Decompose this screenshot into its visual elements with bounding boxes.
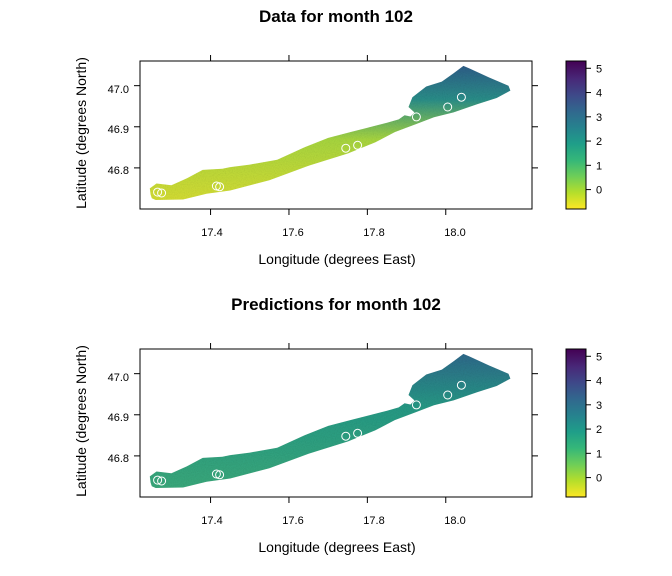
colorbar-ramp — [565, 60, 587, 210]
station-marker — [456, 380, 466, 390]
y-tick-label: 46.8 — [108, 453, 129, 465]
y-tick-label: 46.9 — [108, 412, 129, 424]
station-marker — [341, 431, 351, 441]
station-marker — [153, 187, 163, 197]
station-markers — [153, 380, 466, 486]
y-tick-label: 47.0 — [108, 372, 129, 384]
station-marker — [215, 182, 225, 192]
station-marker — [456, 92, 466, 102]
chart-title: Data for month 102 — [259, 7, 413, 26]
x-tick-label: 18.0 — [444, 227, 465, 239]
station-marker — [443, 390, 453, 400]
station-marker — [157, 476, 167, 486]
station-marker — [211, 469, 221, 479]
colorbar: 0 1 2 3 4 5 — [565, 60, 602, 210]
y-tick-label: 46.9 — [108, 124, 129, 136]
x-tick-label: 17.8 — [363, 515, 384, 527]
colorbar-tick-label: 1 — [596, 160, 602, 172]
station-marker — [341, 143, 351, 153]
station-marker — [153, 475, 163, 485]
station-marker — [157, 188, 167, 198]
colorbar-ticks: 0 1 2 3 4 5 — [586, 63, 602, 197]
lake-surface — [149, 353, 511, 488]
y-tick-label: 46.8 — [108, 165, 129, 177]
y-axis-label: Latitude (degrees North) — [73, 345, 89, 497]
x-tick-label: 18.0 — [444, 515, 465, 527]
station-marker — [211, 181, 221, 191]
colorbar-tick-label: 2 — [596, 136, 602, 148]
lake-heatmap — [149, 353, 511, 488]
colorbar-ramp — [565, 348, 587, 498]
colorbar-tick-label: 0 — [596, 185, 602, 197]
colorbar-tick-label: 1 — [596, 448, 602, 460]
x-tick-label: 17.4 — [201, 227, 222, 239]
station-marker — [353, 140, 363, 150]
y-tick-label: 47.0 — [108, 84, 129, 96]
colorbar-tick-label: 2 — [596, 424, 602, 436]
x-tick-label: 17.6 — [282, 515, 303, 527]
axis-ticks — [134, 55, 538, 215]
station-markers — [153, 92, 466, 198]
lake-surface — [149, 65, 511, 201]
axis-ticks — [134, 343, 538, 503]
colorbar-tick-label: 3 — [596, 400, 602, 412]
panel-predictions: Predictions for month 102 17.4 17.6 17.8… — [73, 295, 602, 555]
station-marker — [411, 112, 421, 122]
colorbar-tick-label: 3 — [596, 112, 602, 124]
station-marker — [443, 102, 453, 112]
chart-title: Predictions for month 102 — [231, 295, 441, 314]
lake-heatmap — [149, 65, 511, 201]
y-axis-label: Latitude (degrees North) — [73, 57, 89, 209]
x-tick-label: 17.4 — [201, 515, 222, 527]
colorbar-tick-label: 5 — [596, 63, 602, 75]
x-axis-label: Longitude (degrees East) — [258, 251, 415, 267]
station-marker — [411, 400, 421, 410]
colorbar-tick-label: 0 — [596, 473, 602, 485]
colorbar: 0 1 2 3 4 5 — [565, 348, 602, 498]
station-marker — [353, 428, 363, 438]
x-tick-label: 17.6 — [282, 227, 303, 239]
colorbar-tick-label: 4 — [596, 88, 602, 100]
station-marker — [215, 470, 225, 480]
x-axis-label: Longitude (degrees East) — [258, 539, 415, 555]
panel-data: Data for month 102 17.4 17.6 17.8 18.0 4… — [73, 7, 602, 267]
colorbar-tick-label: 4 — [596, 376, 602, 388]
colorbar-tick-label: 5 — [596, 351, 602, 363]
colorbar-ticks: 0 1 2 3 4 5 — [586, 351, 602, 485]
x-tick-label: 17.8 — [363, 227, 384, 239]
